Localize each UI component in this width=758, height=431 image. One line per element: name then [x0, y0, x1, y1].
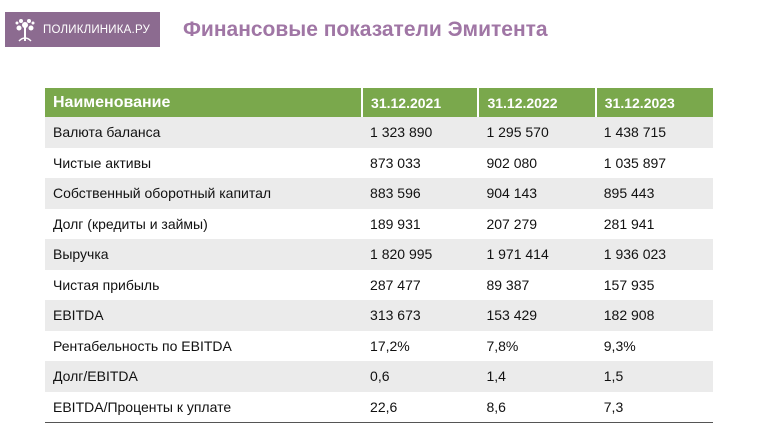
cell-value: 313 673 — [362, 300, 479, 331]
cell-value: 207 279 — [486, 215, 538, 232]
cell-value: 157 935 — [603, 276, 655, 293]
table-row: EBITDA 313 673 153 429 182 908 — [45, 300, 713, 331]
table-row: Чистая прибыль 287 477 89 387 157 935 — [45, 270, 713, 301]
table-row: EBITDA/Проценты к уплате 22,6 8,6 7,3 — [45, 391, 713, 423]
cell-value: 1 438 715 — [595, 117, 713, 148]
row-label: EBITDA — [45, 300, 363, 331]
cell-value: 281 941 — [603, 215, 655, 232]
row-label: Долг/EBITDA — [45, 361, 363, 392]
cell-value: 189 931 — [370, 215, 421, 232]
cell-value: 89 387 — [486, 276, 530, 293]
column-header: Наименование — [45, 88, 363, 117]
cell-value: 883 596 — [362, 178, 479, 209]
cell-value: 1 295 570 — [478, 117, 596, 148]
cell-value: 0,6 — [362, 361, 479, 392]
logo-icon — [15, 18, 35, 42]
cell-value: 1 820 995 — [362, 239, 479, 270]
cell-value: 17,2% — [370, 337, 410, 354]
row-label: Рентабельность по EBITDA — [53, 337, 232, 354]
table-row: Валюта баланса 1 323 890 1 295 570 1 438 71… — [45, 117, 713, 148]
cell-value: 8,6 — [478, 391, 596, 423]
page-title: Финансовые показатели Эмитента — [183, 18, 548, 41]
table-row: Долг (кредиты и займы) 189 931 207 279 281 … — [45, 209, 713, 240]
table-row: Рентабельность по EBITDA 17,2% 7,8% 9,3% — [45, 331, 713, 362]
row-label: Валюта баланса — [45, 117, 363, 148]
row-label: Выручка — [45, 239, 363, 270]
row-label: Чистая прибыль — [53, 276, 160, 293]
cell-value: 1,4 — [478, 361, 596, 392]
logo: ПОЛИКЛИНИКА.РУ — [5, 12, 160, 47]
cell-value: 902 080 — [486, 154, 538, 171]
cell-value: 1 035 897 — [603, 154, 667, 171]
column-header: 31.12.2021 — [361, 88, 479, 117]
header-row: Наименование 31.12.2021 31.12.2022 31.12.20… — [45, 88, 713, 117]
cell-value: 22,6 — [362, 391, 479, 423]
table-row: Выручка 1 820 995 1 971 414 1 936 023 — [45, 239, 713, 270]
financial-table: Наименование 31.12.2021 31.12.2022 31.12.20… — [45, 88, 713, 423]
cell-value: 9,3% — [603, 337, 636, 354]
row-label: EBITDA/Проценты к уплате — [45, 391, 363, 423]
cell-value: 7,3 — [595, 391, 713, 423]
cell-value: 287 477 — [370, 276, 421, 293]
cell-value: 1,5 — [595, 361, 713, 392]
cell-value: 7,8% — [486, 337, 519, 354]
cell-value: 153 429 — [478, 300, 596, 331]
table-row: Чистые активы 873 033 902 080 1 035 897 — [45, 148, 713, 179]
column-header: 31.12.2022 — [477, 88, 596, 117]
table-row: Собственный оборотный капитал 883 596 904 … — [45, 178, 713, 209]
row-label: Чистые активы — [53, 154, 152, 171]
row-label: Собственный оборотный капитал — [45, 178, 363, 209]
logo-text: ПОЛИКЛИНИКА.РУ — [43, 23, 151, 36]
column-header: 31.12.2023 — [594, 88, 713, 117]
table-row: Долг/EBITDA 0,6 1,4 1,5 — [45, 361, 713, 392]
cell-value: 1 971 414 — [478, 239, 596, 270]
row-label: Долг (кредиты и займы) — [53, 215, 208, 232]
cell-value: 1 323 890 — [362, 117, 479, 148]
cell-value: 873 033 — [370, 154, 421, 171]
cell-value: 904 143 — [478, 178, 596, 209]
cell-value: 1 936 023 — [595, 239, 713, 270]
cell-value: 895 443 — [595, 178, 713, 209]
cell-value: 182 908 — [595, 300, 713, 331]
